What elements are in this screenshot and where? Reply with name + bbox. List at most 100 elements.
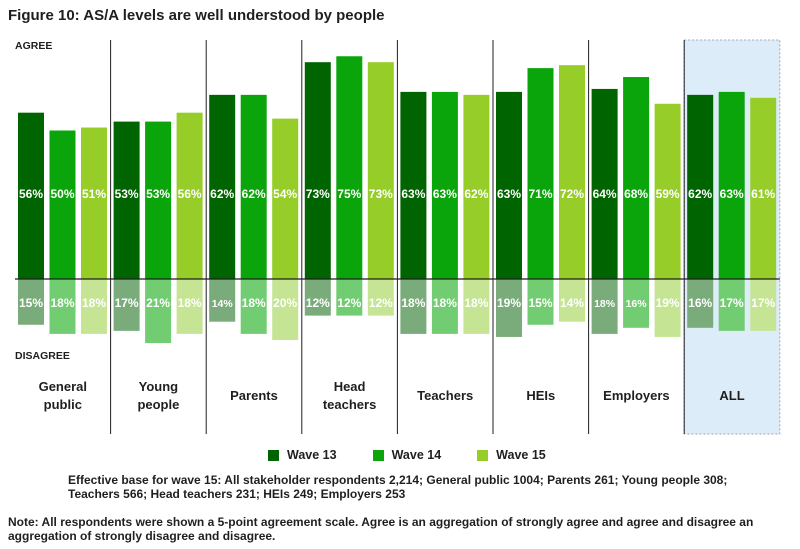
bar-disagree-label: 18% xyxy=(433,296,457,310)
bar-disagree-label: 18% xyxy=(594,298,616,310)
bar-disagree xyxy=(431,279,458,334)
bar-disagree xyxy=(750,279,777,331)
bar-disagree-label: 14% xyxy=(560,296,584,310)
bar-disagree xyxy=(496,279,522,337)
legend-label-wave-14: Wave 14 xyxy=(391,448,442,462)
bar-disagree-label: 18% xyxy=(178,296,202,310)
bar-agree-label: 73% xyxy=(306,187,330,201)
legend-swatch-wave-15 xyxy=(477,449,489,461)
bar-disagree xyxy=(654,279,681,337)
bar-disagree xyxy=(400,279,427,334)
bar-disagree xyxy=(49,279,76,334)
bar-disagree-label: 19% xyxy=(497,296,521,310)
category-label: Employers xyxy=(603,388,669,403)
bar-agree xyxy=(367,62,394,279)
bar-disagree-label: 19% xyxy=(656,296,680,310)
agree-axis-label: AGREE xyxy=(15,40,52,52)
bar-disagree-label: 17% xyxy=(115,296,139,310)
category-label: General xyxy=(39,379,87,394)
bar-agree-label: 72% xyxy=(560,187,584,201)
bar-agree xyxy=(591,88,618,279)
bar-agree xyxy=(304,62,331,279)
footnote: Note: All respondents were shown a 5-poi… xyxy=(8,515,754,543)
bar-agree-label: 73% xyxy=(369,187,393,201)
bar-agree-label: 56% xyxy=(19,187,43,201)
bar-disagree xyxy=(272,279,299,340)
bar-agree-label: 63% xyxy=(401,187,425,201)
chart-title: Figure 10: AS/A levels are well understo… xyxy=(8,7,385,24)
bar-agree xyxy=(272,118,299,280)
bar-agree-label: 71% xyxy=(528,187,552,201)
bar-agree xyxy=(240,94,267,279)
bar-agree-label: 62% xyxy=(242,187,266,201)
bar-agree xyxy=(527,68,554,279)
group-separators xyxy=(110,40,685,434)
bar-agree xyxy=(113,121,140,279)
bar-disagree-label: 18% xyxy=(401,296,425,310)
category-label: teachers xyxy=(323,397,376,412)
bar-agree-label: 50% xyxy=(50,187,74,201)
bar-disagree-label: 18% xyxy=(82,296,106,310)
bar-agree xyxy=(654,103,681,280)
bar-agree xyxy=(209,94,236,279)
bar-disagree xyxy=(623,279,650,328)
bar-disagree-label: 12% xyxy=(306,296,330,310)
legend-swatch-wave-13 xyxy=(268,449,279,461)
category-label: ALL xyxy=(719,388,744,403)
legend-label-wave-15: Wave 15 xyxy=(496,448,546,462)
bar-agree xyxy=(559,65,585,279)
bar-disagree xyxy=(81,279,107,334)
bar-agree-label: 53% xyxy=(115,187,139,201)
bar-disagree-label: 18% xyxy=(464,296,488,310)
bar-disagree xyxy=(559,279,585,322)
legend: Wave 13 Wave 14 Wave 15 xyxy=(268,448,546,462)
bar-agree xyxy=(336,56,363,279)
bar-disagree xyxy=(145,279,172,344)
bar-disagree-label: 16% xyxy=(626,298,648,310)
bar-disagree xyxy=(336,279,363,316)
bar-agree xyxy=(431,91,458,279)
bar-agree-label: 68% xyxy=(624,187,648,201)
bar-agree-label: 53% xyxy=(146,187,170,201)
bar-agree-label: 63% xyxy=(433,187,457,201)
bar-agree-label: 63% xyxy=(497,187,521,201)
category-label: people xyxy=(137,397,179,412)
legend-swatch-wave-14 xyxy=(372,449,384,461)
bar-disagree-label: 17% xyxy=(720,296,744,310)
bar-agree xyxy=(718,91,745,279)
bar-disagree xyxy=(176,279,203,334)
legend-item-wave-14: Wave 14 xyxy=(372,448,442,462)
bar-agree-label: 62% xyxy=(688,187,712,201)
category-label: HEIs xyxy=(526,388,555,403)
base-note: Effective base for wave 15: All stakehol… xyxy=(68,473,728,501)
bar-disagree-label: 16% xyxy=(688,296,712,310)
bar-agree-label: 62% xyxy=(464,187,488,201)
bar-agree xyxy=(18,112,44,280)
category-label: Young xyxy=(139,379,179,394)
bar-disagree xyxy=(687,279,714,328)
category-labels-group: General public Young people Parents Head teach… xyxy=(39,379,745,412)
bar-agree xyxy=(750,97,777,279)
bar-disagree xyxy=(304,279,331,316)
bar-agree-label: 56% xyxy=(178,187,202,201)
category-label: Parents xyxy=(230,388,278,403)
bar-disagree xyxy=(209,279,236,322)
bar-agree-label: 75% xyxy=(337,187,361,201)
bar-agree xyxy=(687,94,714,279)
bar-disagree xyxy=(718,279,745,331)
bar-disagree-label: 12% xyxy=(337,296,361,310)
bar-disagree xyxy=(367,279,394,316)
bar-disagree-label: 15% xyxy=(19,296,43,310)
chart-svg: 56% 53% 62% 73% 63% 63% 64% 62% 15% 17% 14% 12% 18% 1… xyxy=(15,39,781,435)
bar-agree xyxy=(623,77,650,279)
bar-disagree-label: 21% xyxy=(146,296,170,310)
legend-item-wave-13: Wave 13 xyxy=(268,448,337,462)
bar-agree-label: 63% xyxy=(720,187,744,201)
bar-disagree-label: 18% xyxy=(242,296,266,310)
bar-disagree xyxy=(527,279,554,325)
bar-disagree xyxy=(463,279,490,334)
bar-disagree-label: 17% xyxy=(751,296,775,310)
bars-group xyxy=(18,56,777,344)
bar-disagree-label: 12% xyxy=(369,296,393,310)
legend-label-wave-13: Wave 13 xyxy=(287,448,337,462)
